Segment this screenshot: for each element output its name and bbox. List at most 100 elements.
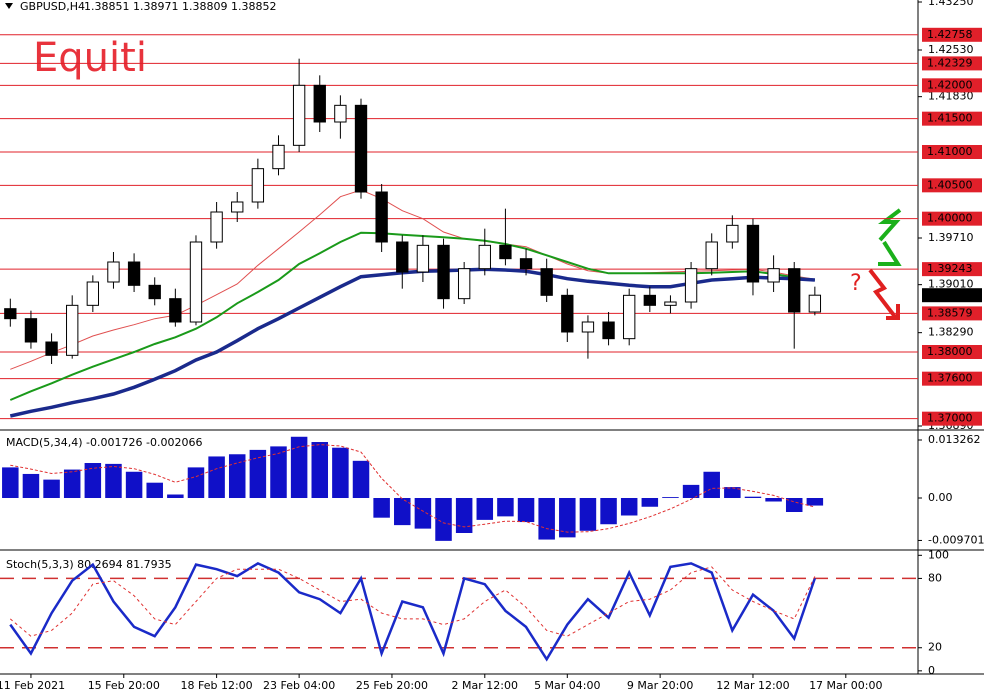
candle-body: [272, 144, 285, 170]
candle-body: [231, 201, 244, 213]
y-tick-label: 100: [928, 548, 949, 561]
macd-bar: [146, 482, 163, 499]
x-tick-label: 25 Feb 20:00: [356, 679, 428, 692]
level-label: 1.42758: [927, 28, 973, 41]
level-label: 1.41000: [927, 145, 973, 158]
macd-bar: [290, 436, 308, 499]
candle-body: [292, 84, 306, 146]
level-label-bg: [922, 56, 982, 71]
level-label-bg: [922, 411, 982, 426]
macd-bar: [84, 463, 102, 499]
macd-bar: [373, 498, 390, 518]
stoch-title: Stoch(5,3,3) 80.2694 81.7935: [6, 558, 172, 571]
y-tick-label: 1.43250: [928, 0, 974, 8]
up-arrow: [878, 208, 902, 242]
y-tick-label: 1.38290: [928, 326, 974, 339]
level-label: 1.38000: [927, 345, 973, 358]
macd-bar: [579, 498, 597, 531]
candle-body: [334, 104, 347, 123]
macd-bar: [538, 498, 555, 540]
level-label-bg: [922, 211, 982, 226]
stoch-line: [9, 561, 817, 662]
candle-body: [705, 241, 718, 270]
level-label-bg: [922, 306, 982, 321]
candle-body: [499, 244, 512, 260]
stoch-line: [9, 566, 816, 637]
y-tick-label: 1.39710: [928, 231, 974, 244]
macd-bar: [167, 494, 184, 499]
macd-bar: [311, 442, 329, 499]
macd-bar: [2, 467, 19, 499]
macd-bar: [414, 498, 432, 529]
level-label: 1.40500: [927, 178, 973, 191]
y-tick-label: 0: [928, 664, 935, 677]
level-label-bg: [922, 111, 982, 126]
down-arrow: [868, 268, 898, 320]
candle-body: [457, 268, 471, 300]
level-label-bg: [922, 178, 982, 193]
candle-body: [684, 268, 698, 303]
candle-body: [210, 211, 223, 243]
up-arrow: [878, 240, 902, 266]
candle-body: [478, 244, 491, 270]
candle-body: [561, 294, 574, 333]
macd-bar: [208, 456, 225, 499]
macd-bar: [125, 471, 143, 499]
level-label-bg: [922, 371, 982, 386]
x-tick-label: 23 Feb 04:00: [263, 679, 335, 692]
candle-body: [540, 268, 553, 296]
level-label-bg: [922, 145, 982, 159]
macd-bar: [662, 497, 679, 499]
candle-body: [726, 224, 739, 243]
y-tick-label: 0.013262: [928, 433, 981, 446]
candle-body: [86, 281, 100, 306]
watermark: Equiti: [33, 35, 147, 81]
x-tick-label: 15 Feb 20:00: [88, 679, 160, 692]
macd-bar: [600, 498, 617, 525]
macd-bar: [352, 460, 370, 499]
level-label: 1.37000: [927, 412, 973, 425]
candle-body: [375, 191, 388, 243]
macd-title: MACD(5,34,4) -0.001726 -0.002066: [6, 436, 202, 449]
macd-bar: [476, 498, 494, 520]
macd-bar: [641, 498, 659, 507]
y-tick-label: 80: [928, 571, 942, 584]
level-label: 1.39243: [927, 262, 973, 275]
symbol-title: GBPUSD,H4: [20, 0, 85, 13]
x-tick-label: 18 Feb 12:00: [181, 679, 253, 692]
macd-bar: [806, 498, 824, 506]
level-label: 1.42329: [927, 56, 973, 69]
level-label-bg: [922, 345, 982, 359]
macd-bar: [724, 487, 741, 499]
candle-body: [746, 224, 760, 283]
down-arrow: [886, 304, 900, 320]
candle-body: [45, 341, 58, 356]
macd-bar: [43, 479, 60, 499]
macd-signal: [10, 444, 816, 533]
macd-bar: [228, 454, 246, 499]
x-tick-label: 17 Mar 00:00: [809, 679, 882, 692]
macd-bar: [435, 498, 452, 541]
candle-body: [24, 318, 38, 343]
candle-body: [313, 84, 326, 123]
current-price-label: 1.38852: [927, 288, 973, 301]
ohlc-values: 1.38851 1.38971 1.38809 1.38852: [84, 0, 276, 13]
macd-bar: [682, 484, 700, 499]
moving-average: [9, 231, 816, 401]
candle-body: [808, 294, 822, 313]
candle-body: [767, 268, 780, 283]
macd-bar: [765, 498, 782, 502]
candle-body: [148, 284, 161, 300]
level-label: 1.41500: [927, 112, 973, 125]
level-label: 1.42000: [927, 78, 973, 91]
x-tick-label: 9 Mar 20:00: [627, 679, 693, 692]
candle-body: [416, 244, 430, 273]
macd-bar: [187, 467, 205, 499]
candle-body: [581, 321, 595, 333]
x-tick-label: 2 Mar 12:00: [452, 679, 518, 692]
macd-bar: [497, 498, 514, 517]
candle-body: [127, 261, 141, 286]
y-tick-label: 0.00: [928, 491, 953, 504]
